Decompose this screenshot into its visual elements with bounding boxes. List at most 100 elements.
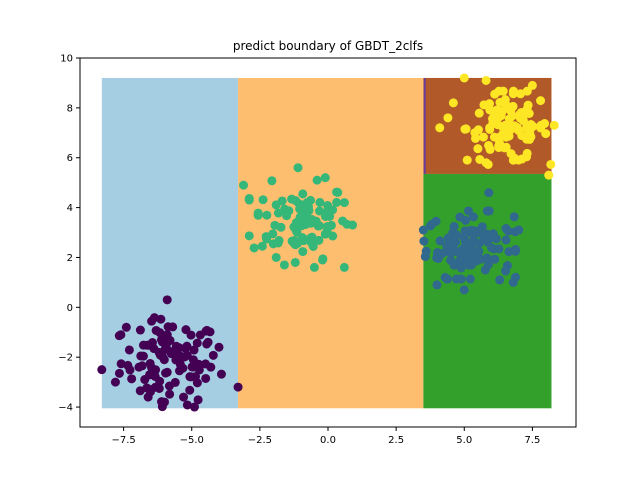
data-point-2-108 [447,247,457,257]
data-point-1-79 [268,239,278,249]
data-point-2-3 [484,188,494,198]
data-point-1-17 [298,189,308,199]
data-point-0-60 [127,374,137,384]
data-point-2-102 [466,260,476,270]
data-point-0-34 [193,395,203,405]
data-point-1-0 [239,180,249,190]
data-point-3-41 [479,100,489,110]
data-point-3-1 [481,75,491,85]
data-point-0-100 [188,355,198,365]
data-point-3-46 [508,89,518,99]
data-point-3-53 [462,155,472,165]
data-point-0-0 [97,365,107,375]
data-point-0-92 [151,325,161,335]
data-point-2-15 [435,236,445,246]
data-point-0-101 [171,341,181,351]
data-point-1-75 [244,231,254,241]
data-point-3-36 [516,89,526,99]
data-point-1-31 [257,241,267,251]
data-point-0-13 [214,342,224,352]
data-point-0-95 [162,344,172,354]
data-point-0-19 [114,368,124,378]
data-point-2-66 [483,260,493,270]
data-point-2-24 [463,206,473,216]
data-point-3-34 [541,129,551,139]
data-point-2-79 [461,215,471,225]
data-point-0-56 [123,360,133,370]
data-point-0-103 [163,322,173,332]
data-point-2-106 [456,246,466,256]
plot-area [97,73,559,412]
data-point-1-72 [273,208,283,218]
x-tick-label: −2.5 [248,435,272,446]
data-point-2-81 [421,246,431,256]
data-point-0-76 [201,359,211,369]
data-point-3-109 [525,134,535,144]
data-point-2-0 [418,225,428,235]
data-point-1-97 [262,234,272,244]
data-point-1-99 [302,198,312,208]
data-point-0-108 [147,316,157,326]
data-point-0-62 [182,400,192,410]
data-point-1-6 [271,252,281,262]
data-point-0-51 [178,363,188,373]
data-point-3-99 [506,149,516,159]
data-point-0-38 [124,345,134,355]
data-point-3-33 [514,155,524,165]
data-point-1-98 [290,240,300,250]
y-tick-label: −4 [58,403,73,414]
data-point-2-88 [486,243,496,253]
y-tick-label: 8 [67,103,73,114]
data-point-3-72 [494,143,504,153]
data-point-0-50 [116,359,126,369]
data-point-3-95 [478,132,488,142]
data-point-2-98 [443,233,453,243]
data-point-2-82 [449,221,459,231]
data-point-0-106 [154,347,164,357]
data-point-0-68 [170,377,180,387]
data-point-2-103 [427,219,437,229]
data-point-3-0 [459,73,469,83]
data-point-3-52 [495,97,505,107]
data-point-0-104 [142,340,152,350]
data-point-2-6 [495,275,505,285]
data-point-0-8 [162,295,172,305]
data-point-3-60 [524,109,534,119]
data-point-0-109 [151,365,161,375]
data-point-0-99 [194,365,204,375]
data-point-2-105 [463,237,473,247]
y-tick-label: 4 [67,203,73,214]
data-point-3-39 [540,119,550,129]
data-point-0-75 [186,330,196,340]
data-point-0-90 [137,361,147,371]
data-point-2-20 [510,272,520,282]
data-point-0-66 [145,358,155,368]
data-point-1-69 [277,196,287,206]
x-tick-label: 5.0 [456,435,472,446]
data-point-0-91 [162,330,172,340]
data-point-3-2 [527,80,537,90]
data-point-0-93 [216,369,226,379]
data-point-2-65 [490,254,500,264]
data-point-2-57 [468,212,478,222]
data-point-0-82 [208,350,218,360]
data-point-1-96 [284,206,294,216]
data-point-0-88 [185,385,195,395]
data-point-0-52 [135,325,145,335]
x-tick-label: 0.0 [320,435,336,446]
data-point-0-7 [233,382,243,392]
data-point-0-67 [114,331,124,341]
data-point-1-9 [339,262,349,272]
data-point-1-85 [292,227,302,237]
data-point-2-2 [459,285,469,295]
data-point-3-83 [460,124,470,134]
data-point-2-42 [510,227,520,237]
data-point-0-80 [142,383,152,393]
data-point-1-14 [267,176,277,186]
data-point-1-2 [312,175,322,185]
data-point-0-9 [121,322,131,332]
data-point-3-56 [473,144,483,154]
data-point-1-62 [325,211,335,221]
data-point-2-86 [442,274,452,284]
